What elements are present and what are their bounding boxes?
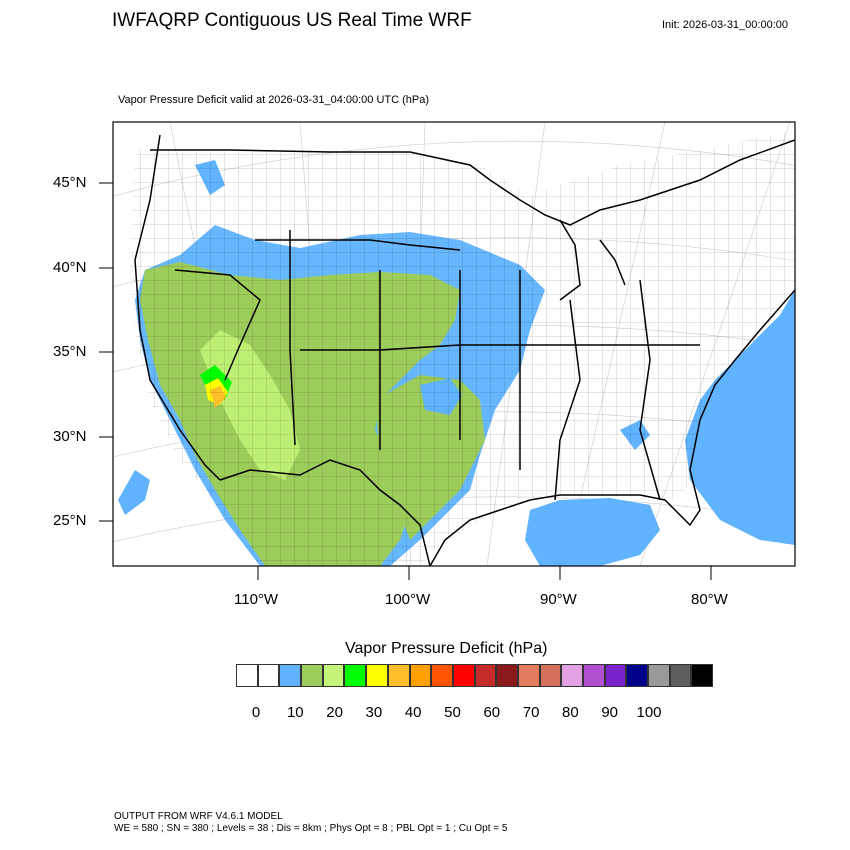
lat-label-40: 40°N [53, 259, 87, 276]
colorbar-swatch [496, 664, 518, 687]
colorbar-swatch [409, 664, 432, 687]
pacific-shading-south [118, 470, 150, 515]
lon-label-90: 90°W [540, 591, 577, 608]
colorbar-tick-label: 40 [404, 704, 422, 721]
colorbar-swatch [691, 664, 714, 687]
colorbar-swatch [236, 664, 258, 687]
colorbar-tick-label: 20 [326, 704, 343, 721]
atlantic-shading [685, 290, 795, 545]
colorbar-swatch [604, 664, 627, 687]
county-lines [130, 130, 795, 566]
colorbar-swatch [431, 664, 453, 687]
lon-label-80: 80°W [691, 591, 728, 608]
colorbar-swatch [279, 664, 302, 687]
axis-ticks [99, 182, 712, 580]
colorbar-swatch [648, 664, 670, 687]
colorbar-tick-label: 60 [483, 704, 501, 721]
colorbar-swatch [626, 664, 649, 687]
colorbar-tick-label: 100 [636, 704, 662, 721]
lat-label-25: 25°N [53, 512, 87, 529]
lat-label-35: 35°N [53, 343, 87, 360]
model-footer: OUTPUT FROM WRF V4.6.1 MODEL WE = 580 ; … [114, 811, 507, 835]
colorbar-tick-label: 50 [444, 704, 461, 721]
init-time: Init: 2026-03-31_00:00:00 [662, 19, 788, 31]
gulf-shading [525, 498, 660, 566]
colorbar-swatch [301, 664, 323, 687]
boundaries [134, 134, 795, 566]
colorbar [236, 664, 714, 688]
colorbar-tick-label: 90 [601, 704, 619, 721]
colorbar-tick-label: 0 [251, 704, 261, 721]
plot-subtitle: Vapor Pressure Deficit valid at 2026-03-… [118, 94, 430, 106]
colorbar-swatch [257, 664, 280, 687]
lon-label-110: 110°W [234, 591, 279, 608]
map-frame [112, 121, 796, 567]
colorbar-swatch [452, 664, 475, 687]
colorbar-swatch [539, 664, 562, 687]
colorbar-swatch [387, 664, 410, 687]
footer-line-2: WE = 580 ; SN = 380 ; Levels = 38 ; Dis … [114, 823, 508, 834]
plot-title: IWFAQRP Contiguous US Real Time WRF [112, 10, 472, 31]
colorbar-swatch [322, 664, 345, 687]
lat-label-45: 45°N [53, 174, 87, 191]
footer-line-1: OUTPUT FROM WRF V4.6.1 MODEL [114, 811, 283, 822]
colorbar-swatch [344, 664, 367, 687]
colorbar-swatch [583, 664, 605, 687]
colorbar-tick-label: 70 [522, 704, 540, 721]
colorbar-swatch [366, 664, 388, 687]
colorbar-swatch [561, 664, 583, 687]
colorbar-tick-label: 10 [286, 704, 304, 721]
lon-label-100: 100°W [385, 591, 431, 608]
lat-label-30: 30°N [53, 428, 87, 445]
colorbar-swatch [517, 664, 540, 687]
colorbar-tick-label: 30 [365, 704, 383, 721]
colorbar-title: Vapor Pressure Deficit (hPa) [345, 640, 548, 657]
colorbar-swatch [669, 664, 692, 687]
colorbar-swatch [474, 664, 497, 687]
colorbar-tick-label: 80 [562, 704, 579, 721]
